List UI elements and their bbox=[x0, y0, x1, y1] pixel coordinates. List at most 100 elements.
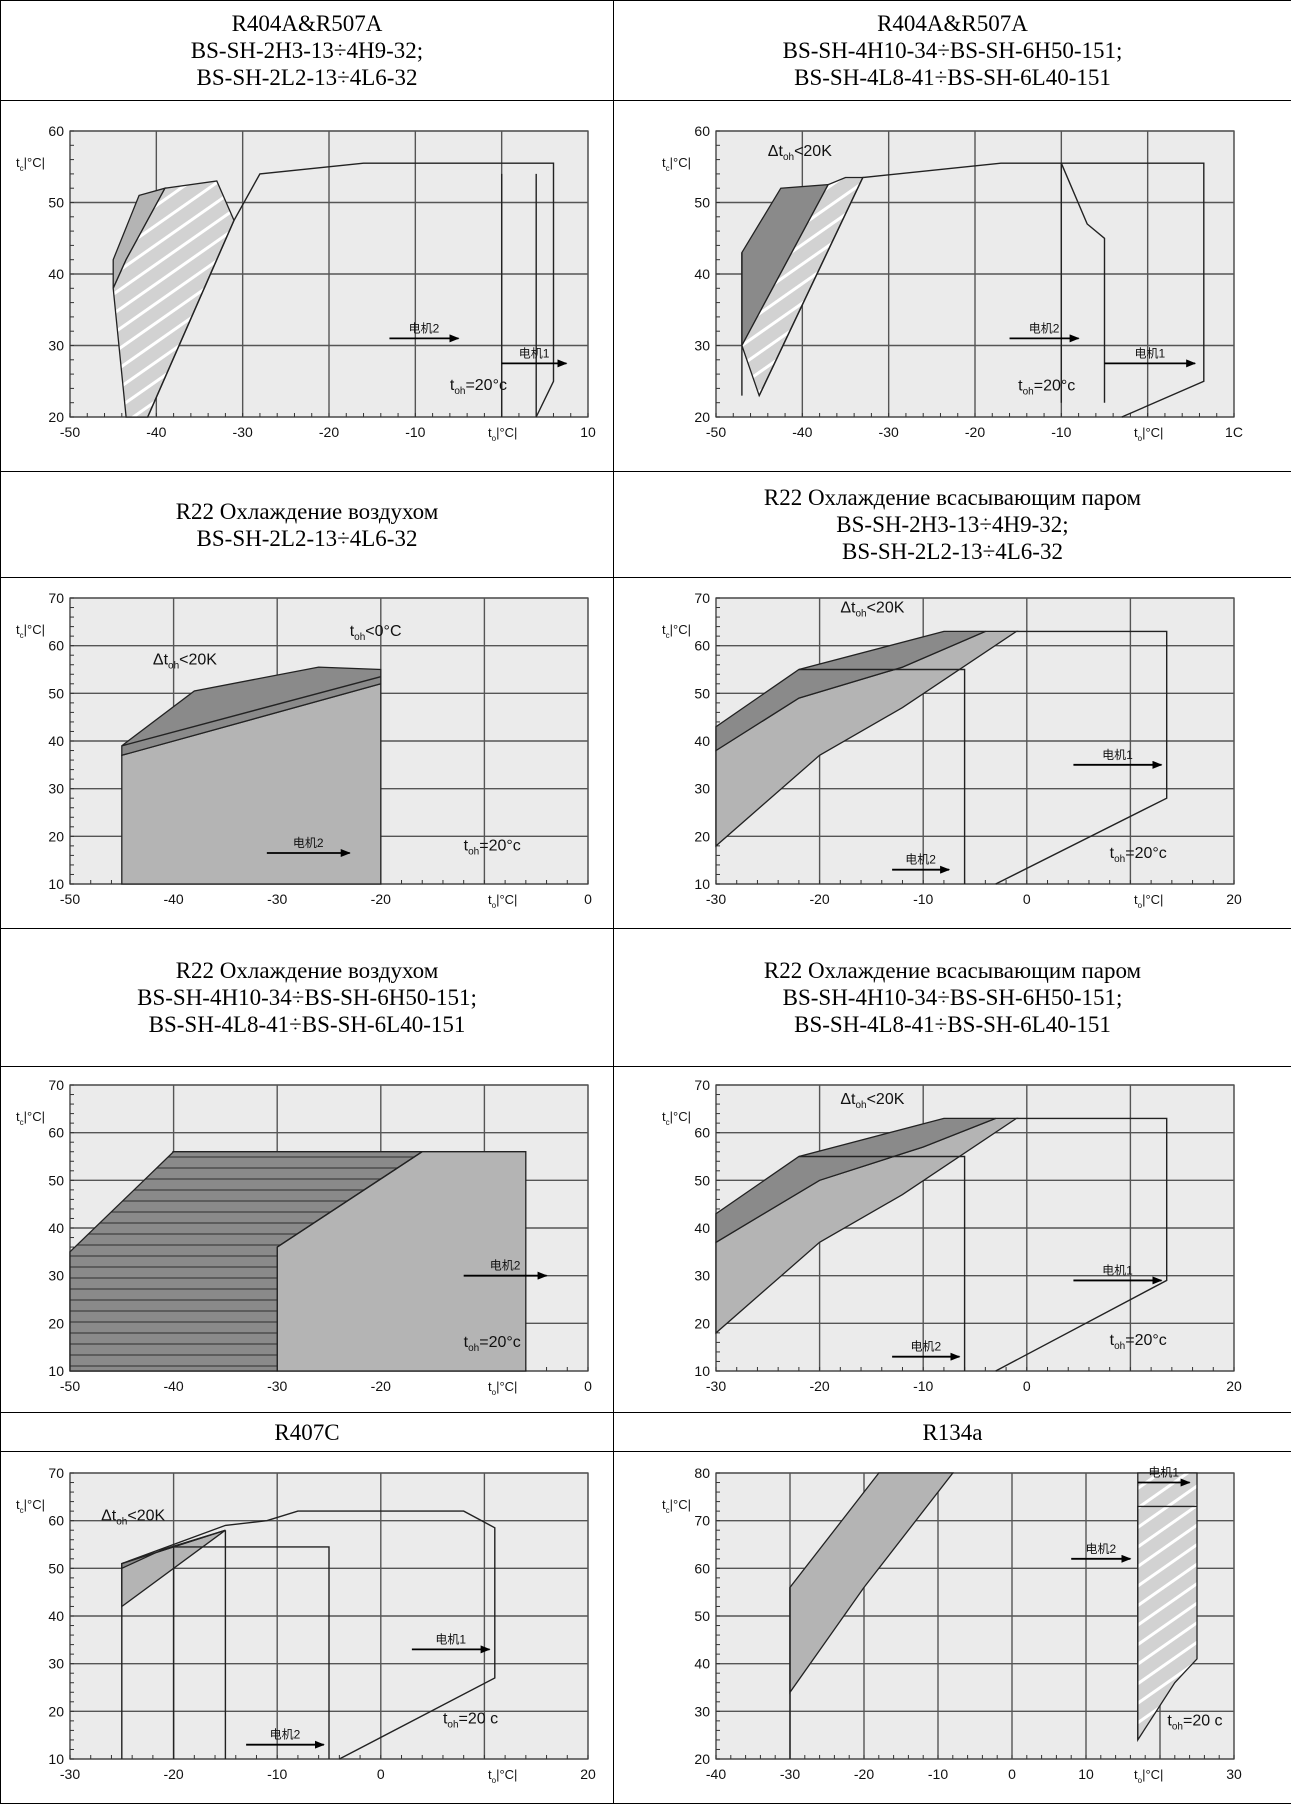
x-tick-label: -30 bbox=[267, 891, 287, 907]
y-tick-label: 50 bbox=[694, 685, 710, 701]
y-tick-label: 30 bbox=[694, 1267, 710, 1283]
chart-annotation: toh=20 c bbox=[443, 1710, 498, 1730]
chart-cell-2: 电机2 电机1 toh=20°c Δtoh<20K -50 -40 -30 -20 -10 1C 2… bbox=[613, 100, 1291, 472]
caption-line: BS-SH-2H3-13÷4H9-32; bbox=[190, 38, 424, 63]
caption-line: R22 Охлаждение воздухом bbox=[175, 958, 439, 983]
envelope-line bbox=[758, 162, 1204, 418]
y-tick-label: 40 bbox=[48, 733, 64, 749]
motor-label: 电机1 bbox=[1102, 1263, 1133, 1277]
x-tick-label: -40 bbox=[163, 891, 183, 907]
caption-line: R22 Охлаждение всасывающим паром bbox=[763, 485, 1142, 510]
x-tick-label: -30 bbox=[233, 424, 253, 440]
x-tick-label: -40 bbox=[792, 424, 812, 440]
envelope-region bbox=[714, 1117, 996, 1243]
x-tick-label: -50 bbox=[705, 424, 725, 440]
x-tick-label: -50 bbox=[60, 891, 80, 907]
chart-annotation: Δtoh<20K bbox=[153, 652, 217, 672]
y-tick-label: 60 bbox=[48, 1124, 64, 1140]
x-tick-label: 0 bbox=[1008, 1766, 1016, 1782]
y-tick-label: 30 bbox=[48, 781, 64, 797]
x-tick-label: -10 bbox=[913, 1378, 933, 1394]
caption-line: BS-SH-2L2-13÷4L6-32 bbox=[196, 525, 418, 551]
envelope-line bbox=[276, 1150, 423, 1248]
y-tick-label: 10 bbox=[48, 1363, 64, 1379]
y-tick-label: 40 bbox=[694, 1655, 710, 1671]
motor-label: 电机2 bbox=[1028, 321, 1059, 335]
operating-envelope-chart: 电机2 电机1 toh=20 c Δtoh<20K -30 -20 -10 0 20 10 20 30… bbox=[16, 1465, 596, 1785]
y-tick-label: 10 bbox=[694, 1363, 710, 1379]
x-tick-label: 0 bbox=[377, 1766, 385, 1782]
y-tick-label: 40 bbox=[48, 1608, 64, 1624]
motor-label: 电机1 bbox=[1134, 346, 1165, 360]
y-axis-unit: tc|°C| bbox=[16, 1109, 45, 1127]
chart-cell-4: 电机2 电机1 toh=20°c Δtoh<20K -30 -20 -10 0 20 10 20 30… bbox=[613, 577, 1291, 929]
y-tick-label: 20 bbox=[48, 409, 64, 425]
y-axis-unit: tc|°C| bbox=[16, 155, 45, 173]
envelope-line bbox=[1136, 1505, 1197, 1740]
chart-annotation: Δtoh<20K bbox=[767, 143, 831, 163]
x-tick-label: -20 bbox=[319, 424, 339, 440]
chart-cell-1: 电机2 电机1 toh=20°c -50 -40 -30 -20 -10 10 20 30 40 50 6… bbox=[0, 100, 614, 472]
y-axis-unit: tc|°C| bbox=[16, 1497, 45, 1515]
y-tick-label: 20 bbox=[694, 1315, 710, 1331]
x-axis-unit: to|°C| bbox=[488, 1379, 517, 1397]
x-tick-label: -20 bbox=[853, 1766, 873, 1782]
envelope-line bbox=[994, 1117, 1167, 1372]
motor-label: 电机2 bbox=[905, 853, 936, 867]
x-tick-label: 1C bbox=[1225, 424, 1243, 440]
motor-label: 电机2 bbox=[293, 836, 324, 850]
y-tick-label: 50 bbox=[48, 1560, 64, 1576]
caption-line: R407C bbox=[274, 1419, 340, 1445]
y-tick-label: 30 bbox=[694, 781, 710, 797]
y-tick-label: 20 bbox=[694, 409, 710, 425]
caption-line: BS-SH-2L2-13÷4L6-32 bbox=[196, 65, 418, 90]
x-tick-label: -50 bbox=[60, 1378, 80, 1394]
y-tick-label: 60 bbox=[694, 123, 710, 139]
chart-caption-8: R134a bbox=[613, 1412, 1291, 1452]
x-tick-label: -20 bbox=[809, 1378, 829, 1394]
x-tick-label: -30 bbox=[705, 891, 725, 907]
y-tick-label: 10 bbox=[48, 1751, 64, 1767]
envelope-line bbox=[147, 162, 555, 418]
x-tick-label: 10 bbox=[580, 424, 596, 440]
y-tick-label: 10 bbox=[694, 876, 710, 892]
x-tick-label: -40 bbox=[163, 1378, 183, 1394]
y-tick-label: 60 bbox=[48, 123, 64, 139]
motor-label: 电机1 bbox=[1148, 1465, 1179, 1479]
y-axis-unit: tc|°C| bbox=[662, 622, 691, 640]
y-tick-label: 10 bbox=[48, 876, 64, 892]
y-tick-label: 70 bbox=[694, 1077, 710, 1093]
y-tick-label: 80 bbox=[694, 1465, 710, 1481]
y-tick-label: 30 bbox=[48, 1655, 64, 1671]
y-tick-label: 60 bbox=[694, 1560, 710, 1576]
x-axis-unit: to|°C| bbox=[1134, 425, 1163, 443]
motor-label: 电机1 bbox=[435, 1632, 466, 1646]
y-axis-unit: tc|°C| bbox=[16, 622, 45, 640]
chart-cell-7: 电机2 电机1 toh=20 c Δtoh<20K -30 -20 -10 0 20 10 20 30… bbox=[0, 1451, 614, 1804]
caption-line: R134a bbox=[922, 1419, 983, 1445]
x-axis-unit: to|°C| bbox=[488, 425, 517, 443]
x-tick-label: -20 bbox=[163, 1766, 183, 1782]
chart-cell-5: 电机2 toh=20°c -50 -40 -30 -20 0 10 20 30 40 50 60 70 tc… bbox=[0, 1066, 614, 1413]
caption-line: R22 Охлаждение всасывающим паром bbox=[763, 958, 1142, 983]
envelope-line bbox=[1060, 162, 1105, 403]
y-tick-label: 20 bbox=[48, 1315, 64, 1331]
chart-caption-3: R22 Охлаждение воздухом BS-SH-2L2-13÷4L6-… bbox=[0, 471, 614, 578]
y-tick-label: 40 bbox=[48, 266, 64, 282]
chart-annotation: Δtoh<20K bbox=[840, 599, 904, 619]
motor-label: 电机2 bbox=[910, 1339, 941, 1353]
chart-cell-6: 电机2 电机1 toh=20°c Δtoh<20K -30 -20 -10 0 20 10 20 30… bbox=[613, 1066, 1291, 1413]
chart-caption-4: R22 Охлаждение всасывающим паром BS-SH-2H… bbox=[613, 471, 1291, 578]
x-tick-label: 20 bbox=[580, 1766, 596, 1782]
x-tick-label: 0 bbox=[584, 891, 592, 907]
x-tick-label: -10 bbox=[267, 1766, 287, 1782]
x-tick-label: -20 bbox=[371, 1378, 391, 1394]
y-tick-label: 20 bbox=[48, 1703, 64, 1719]
caption-line: BS-SH-4L8-41÷BS-SH-6L40-151 bbox=[794, 1012, 1111, 1037]
y-tick-label: 30 bbox=[694, 338, 710, 354]
motor-label: 电机2 bbox=[409, 321, 440, 335]
